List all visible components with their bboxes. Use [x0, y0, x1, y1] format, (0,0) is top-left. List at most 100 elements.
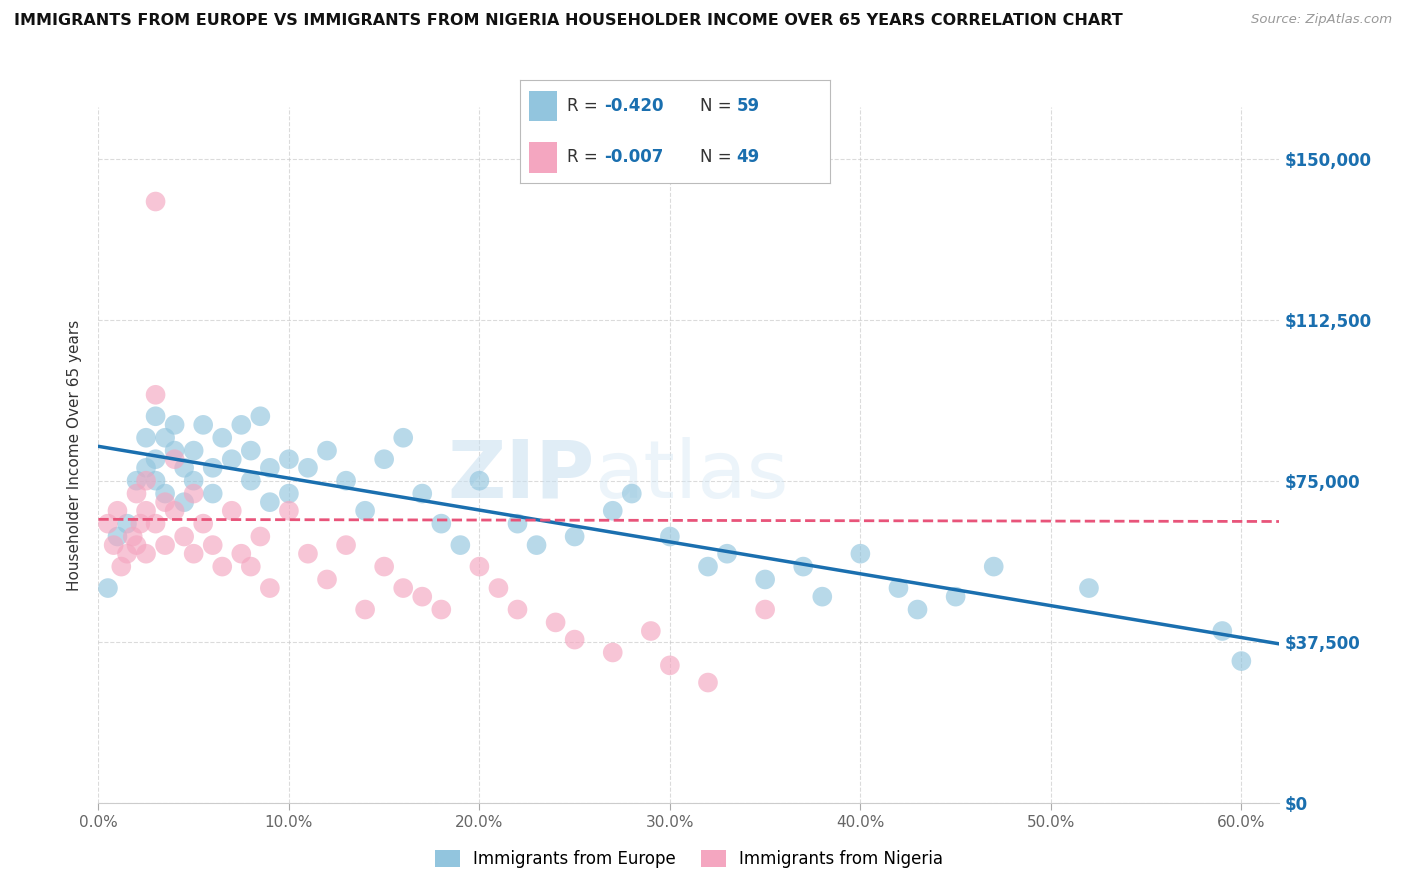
- Point: [163, 504, 186, 518]
- Point: [297, 547, 319, 561]
- Point: [411, 590, 433, 604]
- Point: [1078, 581, 1101, 595]
- Point: [145, 194, 167, 209]
- Point: [697, 675, 720, 690]
- Point: [125, 486, 148, 500]
- Point: [163, 443, 186, 458]
- Point: [392, 581, 415, 595]
- Point: [907, 602, 929, 616]
- Point: [945, 590, 967, 604]
- Text: Source: ZipAtlas.com: Source: ZipAtlas.com: [1251, 13, 1392, 27]
- Point: [1211, 624, 1233, 638]
- Point: [259, 581, 281, 595]
- Point: [153, 431, 176, 445]
- Point: [620, 486, 643, 500]
- Point: [373, 452, 395, 467]
- Point: [239, 559, 262, 574]
- Point: [201, 460, 224, 475]
- Text: N =: N =: [700, 148, 737, 166]
- Point: [277, 486, 299, 500]
- Point: [658, 529, 681, 543]
- Text: ZIP: ZIP: [447, 437, 595, 515]
- Point: [129, 516, 152, 531]
- Legend: Immigrants from Europe, Immigrants from Nigeria: Immigrants from Europe, Immigrants from …: [427, 843, 950, 874]
- Point: [153, 495, 176, 509]
- Point: [183, 486, 205, 500]
- Point: [259, 495, 281, 509]
- Point: [506, 516, 529, 531]
- Point: [411, 486, 433, 500]
- Point: [145, 388, 167, 402]
- Point: [153, 538, 176, 552]
- Point: [183, 547, 205, 561]
- Point: [249, 409, 271, 424]
- Point: [849, 547, 872, 561]
- Point: [115, 547, 138, 561]
- Text: atlas: atlas: [595, 437, 789, 515]
- Point: [115, 516, 138, 531]
- Point: [249, 529, 271, 543]
- Point: [135, 504, 157, 518]
- Point: [564, 529, 586, 543]
- Point: [716, 547, 738, 561]
- Point: [602, 645, 624, 659]
- Point: [201, 538, 224, 552]
- Point: [373, 559, 395, 574]
- Text: R =: R =: [567, 97, 603, 115]
- Bar: [530, 142, 557, 173]
- Point: [183, 474, 205, 488]
- Point: [544, 615, 567, 630]
- Point: [297, 460, 319, 475]
- Point: [97, 516, 120, 531]
- Point: [792, 559, 814, 574]
- Point: [193, 516, 215, 531]
- Point: [211, 431, 233, 445]
- Point: [135, 431, 157, 445]
- Point: [173, 460, 195, 475]
- Text: N =: N =: [700, 97, 737, 115]
- Point: [887, 581, 910, 595]
- Point: [697, 559, 720, 574]
- Point: [449, 538, 471, 552]
- Point: [153, 486, 176, 500]
- Point: [145, 452, 167, 467]
- Point: [211, 559, 233, 574]
- Point: [173, 495, 195, 509]
- Point: [754, 602, 776, 616]
- Point: [103, 538, 125, 552]
- Point: [754, 573, 776, 587]
- Point: [658, 658, 681, 673]
- Text: -0.007: -0.007: [603, 148, 664, 166]
- Point: [983, 559, 1005, 574]
- Point: [335, 538, 357, 552]
- Point: [221, 504, 243, 518]
- Point: [145, 409, 167, 424]
- Point: [811, 590, 834, 604]
- Text: IMMIGRANTS FROM EUROPE VS IMMIGRANTS FROM NIGERIA HOUSEHOLDER INCOME OVER 65 YEA: IMMIGRANTS FROM EUROPE VS IMMIGRANTS FRO…: [14, 13, 1123, 29]
- Point: [564, 632, 586, 647]
- Y-axis label: Householder Income Over 65 years: Householder Income Over 65 years: [67, 319, 83, 591]
- Bar: [530, 91, 557, 121]
- Point: [121, 529, 143, 543]
- Point: [107, 529, 129, 543]
- Point: [468, 474, 491, 488]
- Point: [335, 474, 357, 488]
- Text: 49: 49: [737, 148, 761, 166]
- Point: [316, 573, 339, 587]
- Point: [277, 452, 299, 467]
- Point: [107, 504, 129, 518]
- Text: -0.420: -0.420: [603, 97, 664, 115]
- Point: [97, 581, 120, 595]
- Point: [640, 624, 662, 638]
- Point: [125, 474, 148, 488]
- Point: [125, 538, 148, 552]
- Point: [173, 529, 195, 543]
- Point: [145, 516, 167, 531]
- Point: [145, 474, 167, 488]
- Point: [506, 602, 529, 616]
- Text: R =: R =: [567, 148, 603, 166]
- Point: [468, 559, 491, 574]
- Point: [430, 602, 453, 616]
- Point: [110, 559, 132, 574]
- Point: [259, 460, 281, 475]
